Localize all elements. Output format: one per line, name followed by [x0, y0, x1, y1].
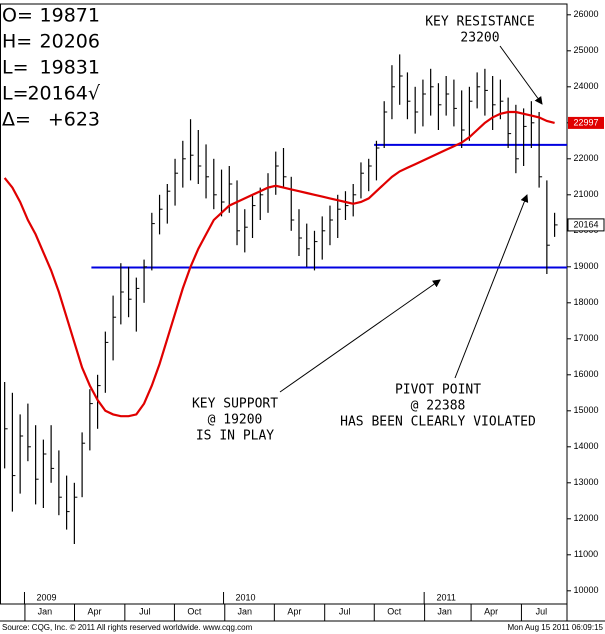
- annotation: @ 22388: [411, 399, 466, 414]
- source: Source: CQG, Inc. © 2011 All rights rese…: [2, 623, 253, 632]
- arrow: [454, 194, 529, 379]
- plot-area: [0, 3, 568, 605]
- y-tick-label: 12000: [573, 513, 598, 523]
- x-tick-label: Oct: [187, 606, 202, 616]
- timestamp: Mon Aug 15 2011 06:09:15: [508, 623, 604, 632]
- price-label: 20164: [573, 219, 598, 229]
- ma-box: [568, 116, 604, 129]
- annotation: 23200: [460, 31, 499, 46]
- stat-label: H=: [2, 31, 32, 53]
- y-tick-label: 26000: [573, 9, 598, 19]
- stat-value: 20206: [40, 31, 100, 53]
- annotation: KEY SUPPORT: [192, 397, 278, 412]
- y-tick-label: 19000: [573, 261, 598, 271]
- stat-label: L=: [2, 57, 29, 79]
- stat-value: +623: [48, 109, 100, 131]
- y-tick-label: 17000: [573, 333, 598, 343]
- x-tick-label: Jan: [38, 606, 53, 616]
- x-tick-label: Apr: [287, 606, 301, 616]
- year-label: 2010: [236, 592, 256, 602]
- moving-average: [3, 110, 555, 418]
- ma-label: 22997: [573, 117, 598, 127]
- x-tick-label: Jan: [238, 606, 253, 616]
- annotation: @ 19200: [208, 413, 263, 428]
- y-tick-label: 18000: [573, 297, 598, 307]
- x-tick-label: Apr: [484, 606, 498, 616]
- y-tick-label: 25000: [573, 45, 598, 55]
- y-tick-label: 21000: [573, 189, 598, 199]
- y-tick-label: 16000: [573, 369, 598, 379]
- stat-label: Δ=: [2, 109, 31, 131]
- x-tick-label: Jan: [437, 606, 452, 616]
- year-label: 2009: [36, 592, 56, 602]
- stat-value: 19831: [40, 57, 100, 79]
- annotation: IS IN PLAY: [196, 429, 274, 444]
- price-box: [567, 218, 605, 232]
- stat-value: 19871: [40, 5, 100, 27]
- x-tick-label: Apr: [87, 606, 101, 616]
- y-tick-label: 11000: [574, 549, 598, 559]
- y-tick-label: 14000: [573, 441, 598, 451]
- stat-value: 20164√: [27, 83, 100, 105]
- annotation: PIVOT POINT: [395, 383, 481, 398]
- y-tick-label: 10000: [573, 585, 598, 595]
- annotation: KEY RESISTANCE: [425, 15, 535, 30]
- y-tick-label: 15000: [573, 405, 598, 415]
- arrow: [499, 45, 543, 105]
- year-label: 2011: [436, 592, 455, 602]
- x-tick-label: Jul: [139, 606, 151, 616]
- x-tick-label: Jul: [536, 606, 548, 616]
- y-tick-label: 13000: [573, 477, 598, 487]
- arrow: [279, 279, 441, 393]
- stat-label: L=: [2, 83, 29, 105]
- annotation: HAS BEEN CLEARLY VIOLATED: [340, 415, 536, 430]
- stat-label: O=: [2, 5, 33, 27]
- x-tick-label: Jul: [339, 606, 351, 616]
- x-tick-label: Oct: [387, 606, 402, 616]
- y-tick-label: 22000: [573, 153, 598, 163]
- y-tick-label: 24000: [573, 81, 598, 91]
